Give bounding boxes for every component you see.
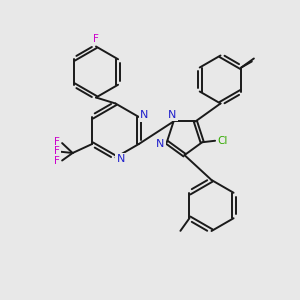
Text: N: N [156, 139, 164, 149]
Text: N: N [117, 154, 125, 164]
Text: F: F [54, 156, 60, 167]
Text: N: N [168, 110, 176, 120]
Text: F: F [93, 34, 99, 44]
Text: F: F [54, 146, 60, 157]
Text: F: F [54, 136, 60, 147]
Text: Cl: Cl [217, 136, 227, 146]
Text: N: N [140, 110, 148, 121]
